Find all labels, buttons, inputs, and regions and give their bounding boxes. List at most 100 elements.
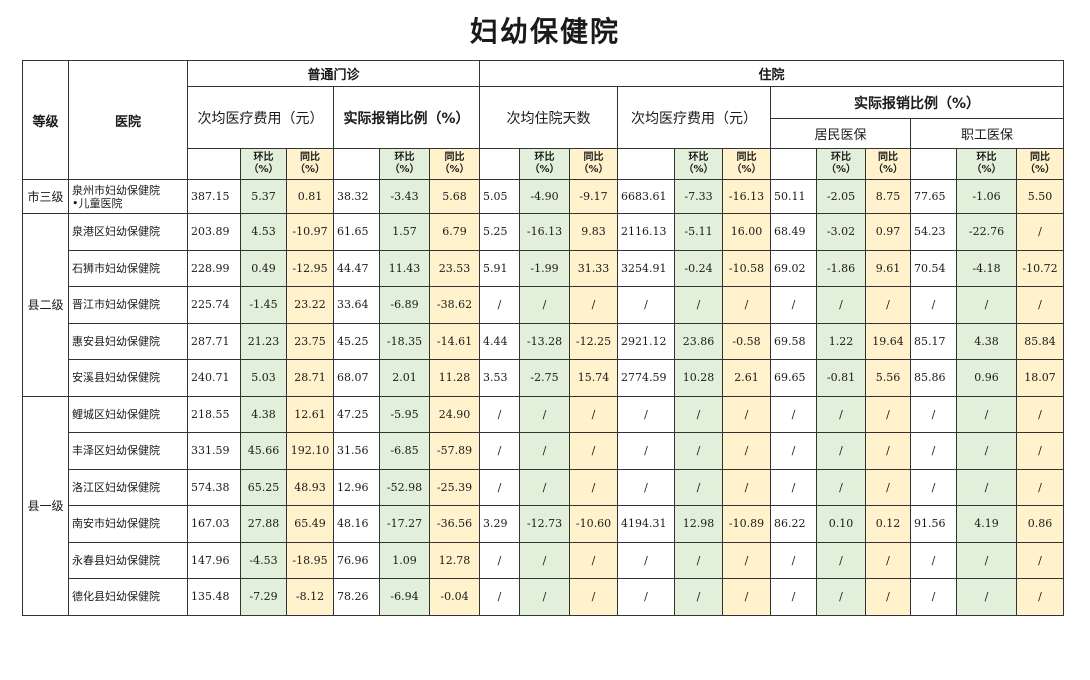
value-cell: /	[617, 541, 675, 579]
yoy-cell: -10.58	[722, 249, 771, 287]
value-cell: 33.64	[333, 286, 380, 324]
header-inpatient: 住院	[479, 60, 1064, 87]
yoy-cell: 0.86	[1016, 505, 1064, 543]
value-cell: 68.07	[333, 359, 380, 397]
mom-cell: 1.09	[379, 541, 430, 579]
mom-cell: -3.43	[379, 179, 430, 214]
value-cell: /	[617, 578, 675, 616]
header-outpatient: 普通门诊	[187, 60, 480, 87]
mom-cell: 65.25	[240, 468, 287, 506]
value-cell: /	[479, 541, 520, 579]
yoy-cell: /	[1016, 432, 1064, 470]
value-cell: 5.25	[479, 213, 520, 251]
value-cell: 4.44	[479, 322, 520, 360]
hospital-name-cell: 石狮市妇幼保健院	[68, 249, 188, 287]
value-cell: 240.71	[187, 359, 241, 397]
yoy-cell: 192.10	[286, 432, 334, 470]
table-row: 惠安县妇幼保健院 287.71 21.23 23.75 45.25 -18.35 -14.6…	[23, 322, 1064, 360]
yoy-cell: -10.89	[722, 505, 771, 543]
mom-cell: -1.06	[956, 179, 1017, 214]
yoy-cell: 6.79	[429, 213, 480, 251]
grade-cell: 市三级	[22, 179, 69, 214]
yoy-cell: /	[865, 468, 911, 506]
yoy-cell: -9.17	[569, 179, 618, 214]
table-row: 德化县妇幼保健院 135.48 -7.29 -8.12 78.26 -6.94 -0.04/…	[23, 578, 1064, 616]
yoy-cell: /	[722, 395, 771, 433]
yoy-cell: 23.22	[286, 286, 334, 324]
value-cell: 2774.59	[617, 359, 675, 397]
yoy-cell: /	[865, 432, 911, 470]
header-yoy-label: 同比	[300, 152, 320, 163]
header-yoy-unit: （%）	[578, 164, 609, 175]
table-header: 等级 医院 普通门诊 住院 次均医疗费用（元） 实际报销比例（%） 次均住院天数…	[22, 60, 1064, 180]
table-row: 晋江市妇幼保健院 225.74 -1.45 23.22 33.64 -6.89 -38.62…	[23, 286, 1064, 324]
table-row: 安溪县妇幼保健院 240.71 5.03 28.71 68.07 2.01 11.28 3.5…	[23, 359, 1064, 397]
mom-cell: -6.85	[379, 432, 430, 470]
mom-cell: -12.73	[519, 505, 570, 543]
value-cell: 287.71	[187, 322, 241, 360]
header-mom-unit: （%）	[389, 164, 420, 175]
value-cell: /	[910, 578, 957, 616]
header-yoy-unit: （%）	[872, 164, 904, 175]
mom-cell: -13.28	[519, 322, 570, 360]
header-yoy-unit: （%）	[731, 164, 762, 175]
value-cell: 38.32	[333, 179, 380, 214]
header-subrow: 环比 （%） 同比 （%） 环比 （%） 同比 （%） 环比 （%） 同比 （%） 环比 （%） 同比 （%）…	[23, 148, 1064, 180]
value-cell: /	[770, 578, 817, 616]
value-cell: /	[910, 286, 957, 324]
mom-cell: -4.90	[519, 179, 570, 214]
value-cell: 44.47	[333, 249, 380, 287]
yoy-cell: 23.53	[429, 249, 480, 287]
mom-cell: -5.11	[674, 213, 723, 251]
value-cell: /	[910, 395, 957, 433]
header-value-blank	[770, 148, 817, 180]
mom-cell: -22.76	[956, 213, 1017, 251]
header-value-blank	[479, 148, 520, 180]
yoy-cell: 11.28	[429, 359, 480, 397]
hospital-name-cell: 泉州市妇幼保健院 •儿童医院	[68, 179, 188, 214]
yoy-cell: 85.84	[1016, 322, 1064, 360]
value-cell: 387.15	[187, 179, 241, 214]
value-cell: 228.99	[187, 249, 241, 287]
value-cell: /	[910, 468, 957, 506]
mom-cell: -1.99	[519, 249, 570, 287]
yoy-cell: 48.93	[286, 468, 334, 506]
yoy-cell: 9.61	[865, 249, 911, 287]
yoy-cell: 0.97	[865, 213, 911, 251]
hospital-name-cell: 鲤城区妇幼保健院	[68, 395, 188, 433]
mom-cell: 4.53	[240, 213, 287, 251]
value-cell: 85.86	[910, 359, 957, 397]
table-row: 永春县妇幼保健院 147.96 -4.53 -18.95 76.96 1.09 12.78/…	[23, 541, 1064, 579]
header-yoy: 同比 （%）	[429, 148, 480, 180]
hospital-name-cell: 洛江区妇幼保健院	[68, 468, 188, 506]
yoy-cell: /	[865, 286, 911, 324]
header-mom-unit: （%）	[248, 164, 279, 175]
table-row: 市三级 泉州市妇幼保健院 •儿童医院 387.15 5.37 0.81 38.32 -3.4…	[22, 179, 1064, 214]
value-cell: 2921.12	[617, 322, 675, 360]
header-resident: 居民医保	[770, 118, 911, 149]
value-cell: 69.65	[770, 359, 817, 397]
yoy-cell: -8.12	[286, 578, 334, 616]
yoy-cell: 0.81	[286, 179, 334, 214]
yoy-cell: /	[1016, 541, 1064, 579]
value-cell: 218.55	[187, 395, 241, 433]
value-cell: 54.23	[910, 213, 957, 251]
mom-cell: /	[816, 541, 866, 579]
hospital-name-cell: 丰泽区妇幼保健院	[68, 432, 188, 470]
value-cell: /	[479, 432, 520, 470]
value-cell: /	[617, 286, 675, 324]
table-row: 南安市妇幼保健院 167.03 27.88 65.49 48.16 -17.27 -36.5…	[23, 505, 1064, 543]
header-value-blank	[910, 148, 957, 180]
value-cell: 76.96	[333, 541, 380, 579]
yoy-cell: /	[865, 578, 911, 616]
yoy-cell: -25.39	[429, 468, 480, 506]
hospital-name-cell: 安溪县妇幼保健院	[68, 359, 188, 397]
mom-cell: -1.45	[240, 286, 287, 324]
mom-cell: /	[519, 432, 570, 470]
yoy-cell: /	[569, 541, 618, 579]
mom-cell: -18.35	[379, 322, 430, 360]
table-row: 丰泽区妇幼保健院 331.59 45.66 192.10 31.56 -6.85 -57.8…	[23, 432, 1064, 470]
yoy-cell: 24.90	[429, 395, 480, 433]
mom-cell: /	[674, 395, 723, 433]
value-cell: 2116.13	[617, 213, 675, 251]
